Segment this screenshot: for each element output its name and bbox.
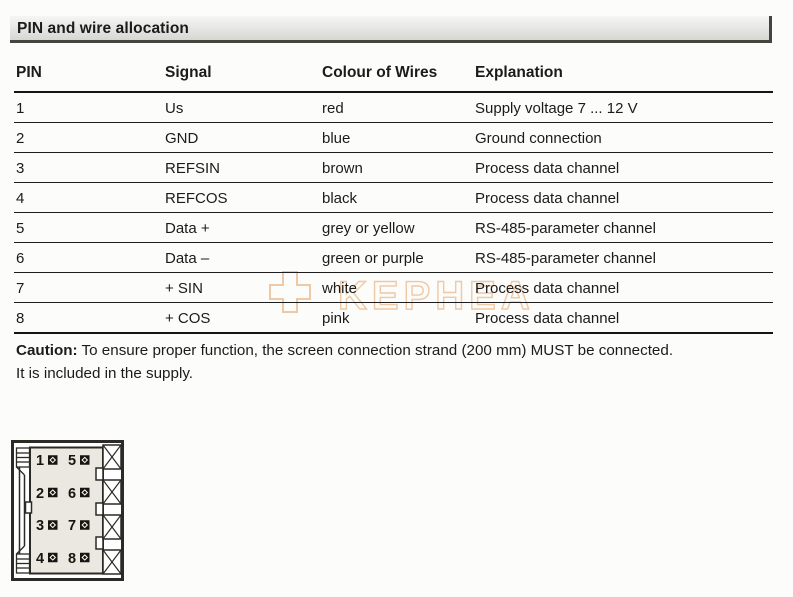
connector-pins: 1 2 3 4 5 6 7 — [36, 453, 90, 567]
pin-marker: 5 — [68, 453, 90, 469]
table-row: 6 Data – green or purple RS-485-paramete… — [14, 242, 773, 273]
caution-line-1: Caution: To ensure proper function, the … — [16, 339, 778, 362]
svg-text:8: 8 — [68, 551, 76, 567]
svg-text:7: 7 — [68, 518, 76, 534]
svg-text:5: 5 — [68, 453, 76, 469]
caution-text-2: It is included in the supply. — [16, 365, 194, 382]
colour-cell: white — [320, 272, 473, 303]
pin-marker: 7 — [68, 518, 90, 534]
pin-cell: 2 — [14, 122, 163, 153]
pin-cell: 6 — [14, 242, 163, 273]
explanation-cell: Process data channel — [473, 272, 773, 303]
signal-cell: Data + — [163, 212, 320, 243]
caution-line-2: It is included in the supply. — [16, 362, 778, 385]
caution-label: Caution: — [16, 342, 78, 359]
explanation-cell: Process data channel — [473, 302, 773, 334]
explanation-cell: Process data channel — [473, 152, 773, 183]
pin-marker: 4 — [36, 551, 58, 567]
signal-cell: Data – — [163, 242, 320, 273]
pin-cell: 8 — [14, 302, 163, 334]
svg-text:4: 4 — [36, 551, 44, 567]
colour-cell: green or purple — [320, 242, 473, 273]
signal-cell: Us — [163, 92, 320, 123]
explanation-cell: RS-485-parameter channel — [473, 212, 773, 243]
table-row: 3 REFSIN brown Process data channel — [14, 152, 773, 183]
pin-cell: 4 — [14, 182, 163, 213]
signal-cell: GND — [163, 122, 320, 153]
pin-marker: 3 — [36, 518, 58, 534]
explanation-cell: Ground connection — [473, 122, 773, 153]
section-header-bar: PIN and wire allocation — [10, 16, 772, 43]
table-row: 7 + SIN white Process data channel — [14, 272, 773, 303]
table-row: 5 Data + grey or yellow RS-485-parameter… — [14, 212, 773, 243]
colour-cell: black — [320, 182, 473, 213]
colour-cell: brown — [320, 152, 473, 183]
table-row: 4 REFCOS black Process data channel — [14, 182, 773, 213]
explanation-cell: Process data channel — [473, 182, 773, 213]
table-header-row: PIN Signal Colour of Wires Explanation — [14, 58, 773, 93]
explanation-cell: RS-485-parameter channel — [473, 242, 773, 273]
svg-text:6: 6 — [68, 486, 76, 502]
table-row: 8 + COS pink Process data channel — [14, 302, 773, 334]
svg-text:1: 1 — [36, 453, 44, 469]
column-header-colour: Colour of Wires — [320, 58, 473, 93]
caution-text-1: To ensure proper function, the screen co… — [81, 342, 674, 359]
colour-cell: blue — [320, 122, 473, 153]
colour-cell: red — [320, 92, 473, 123]
column-header-signal: Signal — [163, 58, 320, 93]
table-row: 2 GND blue Ground connection — [14, 122, 773, 153]
column-header-explanation: Explanation — [473, 58, 773, 93]
pin-marker: 1 — [36, 453, 58, 469]
latch-clip — [102, 514, 122, 540]
svg-text:2: 2 — [36, 486, 44, 502]
signal-cell: + SIN — [163, 272, 320, 303]
svg-text:3: 3 — [36, 518, 44, 534]
pin-marker: 2 — [36, 486, 58, 502]
pin-cell: 5 — [14, 212, 163, 243]
signal-cell: + COS — [163, 302, 320, 334]
signal-cell: REFSIN — [163, 152, 320, 183]
caution-note: Caution: To ensure proper function, the … — [16, 339, 778, 385]
pin-allocation-table: PIN Signal Colour of Wires Explanation 1… — [14, 58, 773, 334]
colour-cell: pink — [320, 302, 473, 334]
latch-clip — [102, 479, 122, 505]
pin-cell: 7 — [14, 272, 163, 303]
section-title: PIN and wire allocation — [17, 20, 189, 37]
pin-marker: 8 — [68, 551, 90, 567]
table-row: 1 Us red Supply voltage 7 ... 12 V — [14, 92, 773, 123]
connector-housing — [11, 440, 124, 581]
pin-cell: 3 — [14, 152, 163, 183]
latch-clip — [102, 549, 122, 575]
pin-marker: 6 — [68, 486, 90, 502]
signal-cell: REFCOS — [163, 182, 320, 213]
column-header-pin: PIN — [14, 58, 163, 93]
pin-cell: 1 — [14, 92, 163, 123]
latch-clip — [102, 444, 122, 470]
connector-diagram: 1 2 3 4 5 6 7 — [11, 440, 124, 581]
colour-cell: grey or yellow — [320, 212, 473, 243]
explanation-cell: Supply voltage 7 ... 12 V — [473, 92, 773, 123]
